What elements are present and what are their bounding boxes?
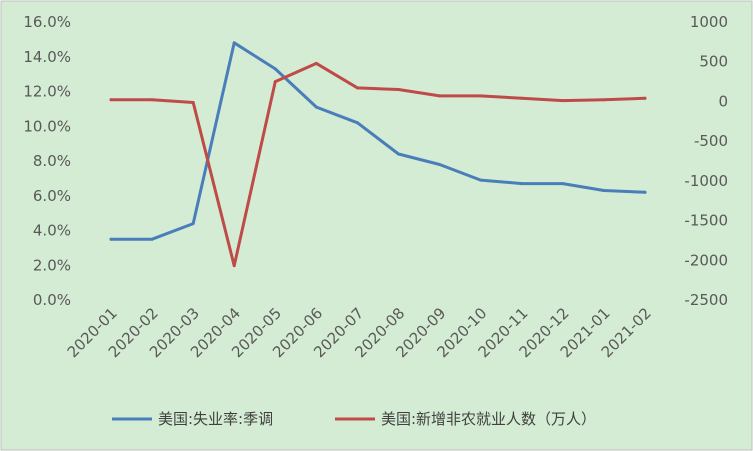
series-1-point bbox=[561, 182, 565, 186]
left-axis-tick-label: 10.0% bbox=[23, 117, 71, 135]
right-axis-tick-label: -500 bbox=[694, 132, 728, 150]
series-1-point bbox=[438, 162, 442, 166]
series-1-point bbox=[520, 182, 524, 186]
right-axis-tick-label: 500 bbox=[699, 53, 728, 71]
series-1-point bbox=[191, 222, 195, 226]
left-axis-tick-label: 14.0% bbox=[23, 48, 71, 66]
legend-label-1: 美国:失业率:季调 bbox=[158, 410, 273, 428]
series-2-point bbox=[397, 88, 401, 92]
series-2-point bbox=[109, 98, 113, 102]
left-axis-tick-label: 16.0% bbox=[23, 13, 71, 31]
series-1-point bbox=[479, 178, 483, 182]
series-1-point bbox=[397, 152, 401, 156]
series-2-point bbox=[191, 100, 195, 104]
series-2-point bbox=[314, 61, 318, 65]
left-axis-tick-label: 0.0% bbox=[33, 291, 71, 309]
right-axis-tick-label: -2000 bbox=[684, 251, 728, 269]
series-2-point bbox=[273, 80, 277, 84]
right-axis-tick-label: -2500 bbox=[684, 291, 728, 309]
right-axis-ticks: -2500 -2000 -1500 -1000 -500 0 500 1000 bbox=[684, 13, 728, 309]
left-axis-tick-label: 8.0% bbox=[33, 152, 71, 170]
left-axis-ticks: 0.0% 2.0% 4.0% 6.0% 8.0% 10.0% 12.0% 14.0% 16.0% bbox=[23, 13, 71, 309]
series-1-point bbox=[643, 190, 647, 194]
series-lines bbox=[109, 41, 647, 268]
legend: 美国:失业率:季调 美国:新增非农就业人数（万人） bbox=[112, 410, 596, 428]
series-1-point bbox=[355, 121, 359, 125]
series-2-point bbox=[561, 99, 565, 103]
series-2-point bbox=[520, 96, 524, 100]
left-axis-tick-label: 2.0% bbox=[33, 256, 71, 274]
series-1-point bbox=[232, 41, 236, 45]
series-2-point bbox=[438, 94, 442, 98]
legend-label-2: 美国:新增非农就业人数（万人） bbox=[381, 410, 596, 428]
right-axis-tick-label: 1000 bbox=[690, 13, 728, 31]
series-2-point bbox=[602, 98, 606, 102]
right-axis-tick-label: 0 bbox=[718, 92, 728, 110]
series-line-1 bbox=[109, 41, 647, 241]
series-2-point bbox=[355, 86, 359, 90]
series-1-point bbox=[273, 67, 277, 71]
left-axis-tick-label: 4.0% bbox=[33, 222, 71, 240]
series-1-point bbox=[150, 237, 154, 241]
series-2-point bbox=[150, 98, 154, 102]
right-axis-tick-label: -1500 bbox=[684, 212, 728, 230]
series-2-point bbox=[232, 264, 236, 268]
series-1-point bbox=[314, 105, 318, 109]
series-1-point bbox=[109, 237, 113, 241]
series-2-point bbox=[643, 96, 647, 100]
series-2-point bbox=[479, 94, 483, 98]
series-line-2 bbox=[109, 61, 647, 268]
right-axis-tick-label: -1000 bbox=[684, 172, 728, 190]
series-1-point bbox=[602, 189, 606, 193]
left-axis-tick-label: 12.0% bbox=[23, 83, 71, 101]
left-axis-tick-label: 6.0% bbox=[33, 187, 71, 205]
